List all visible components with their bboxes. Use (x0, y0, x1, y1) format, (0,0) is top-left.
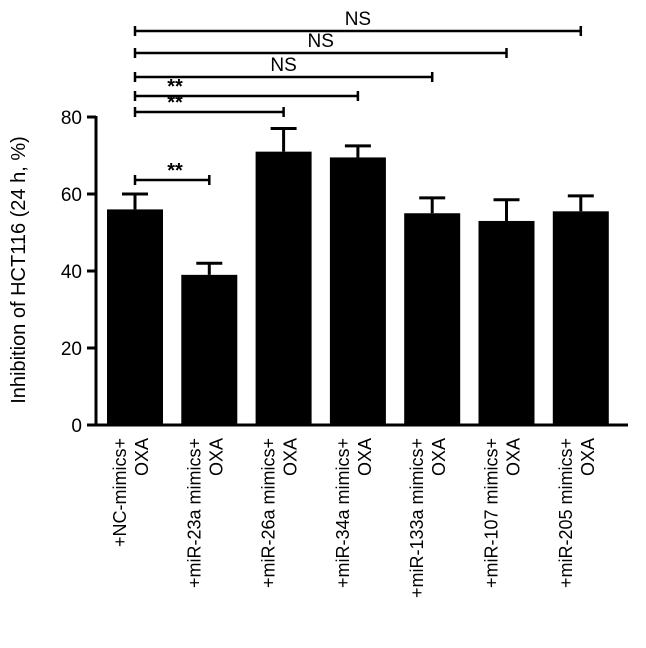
x-category-label: +NC-mimics+ (110, 438, 130, 547)
bar (552, 211, 609, 425)
significance-label: ** (167, 160, 183, 182)
x-category-label: OXA (206, 438, 226, 476)
bar (404, 213, 461, 425)
bar (478, 220, 535, 425)
significance-label: NS (270, 55, 296, 76)
x-category-label: +miR-205 mimics+ (556, 438, 576, 588)
x-category-label: OXA (578, 438, 598, 476)
y-tick-label: 80 (61, 108, 82, 129)
x-category-label: OXA (281, 438, 301, 476)
significance-label: ** (167, 92, 183, 114)
y-tick-label: 0 (71, 416, 82, 437)
bar (329, 157, 386, 426)
axes: Inhibition of HCT116 (24 h, %) (8, 116, 628, 427)
x-category-label: +miR-34a mimics+ (333, 438, 353, 588)
y-tick-label: 60 (61, 185, 82, 206)
bars (107, 127, 609, 426)
x-category-label: +miR-107 mimics+ (482, 438, 502, 588)
x-category-label: OXA (132, 438, 152, 476)
bar (181, 274, 238, 425)
y-axis-title: Inhibition of HCT116 (24 h, %) (8, 136, 30, 404)
significance-label: NS (308, 31, 334, 52)
y-tick-label: 40 (61, 262, 82, 283)
x-category-label: OXA (355, 438, 375, 476)
y-tick-label: 20 (61, 339, 82, 360)
x-category-label: OXA (504, 438, 524, 476)
x-category-label: +miR-26a mimics+ (259, 438, 279, 588)
bar (107, 209, 163, 425)
significance-label: ** (167, 76, 183, 98)
x-category-labels: +NC-mimics+ OXA +miR-23a mimics+ OXA +miR-26… (110, 438, 598, 598)
x-category-label: +miR-133a mimics+ (407, 438, 427, 598)
x-category-label: +miR-23a mimics+ (184, 438, 204, 588)
bar (255, 151, 312, 425)
x-category-label: OXA (429, 438, 449, 476)
significance-label: NS (345, 9, 371, 30)
y-ticks: 0 20 40 60 80 (61, 108, 96, 437)
